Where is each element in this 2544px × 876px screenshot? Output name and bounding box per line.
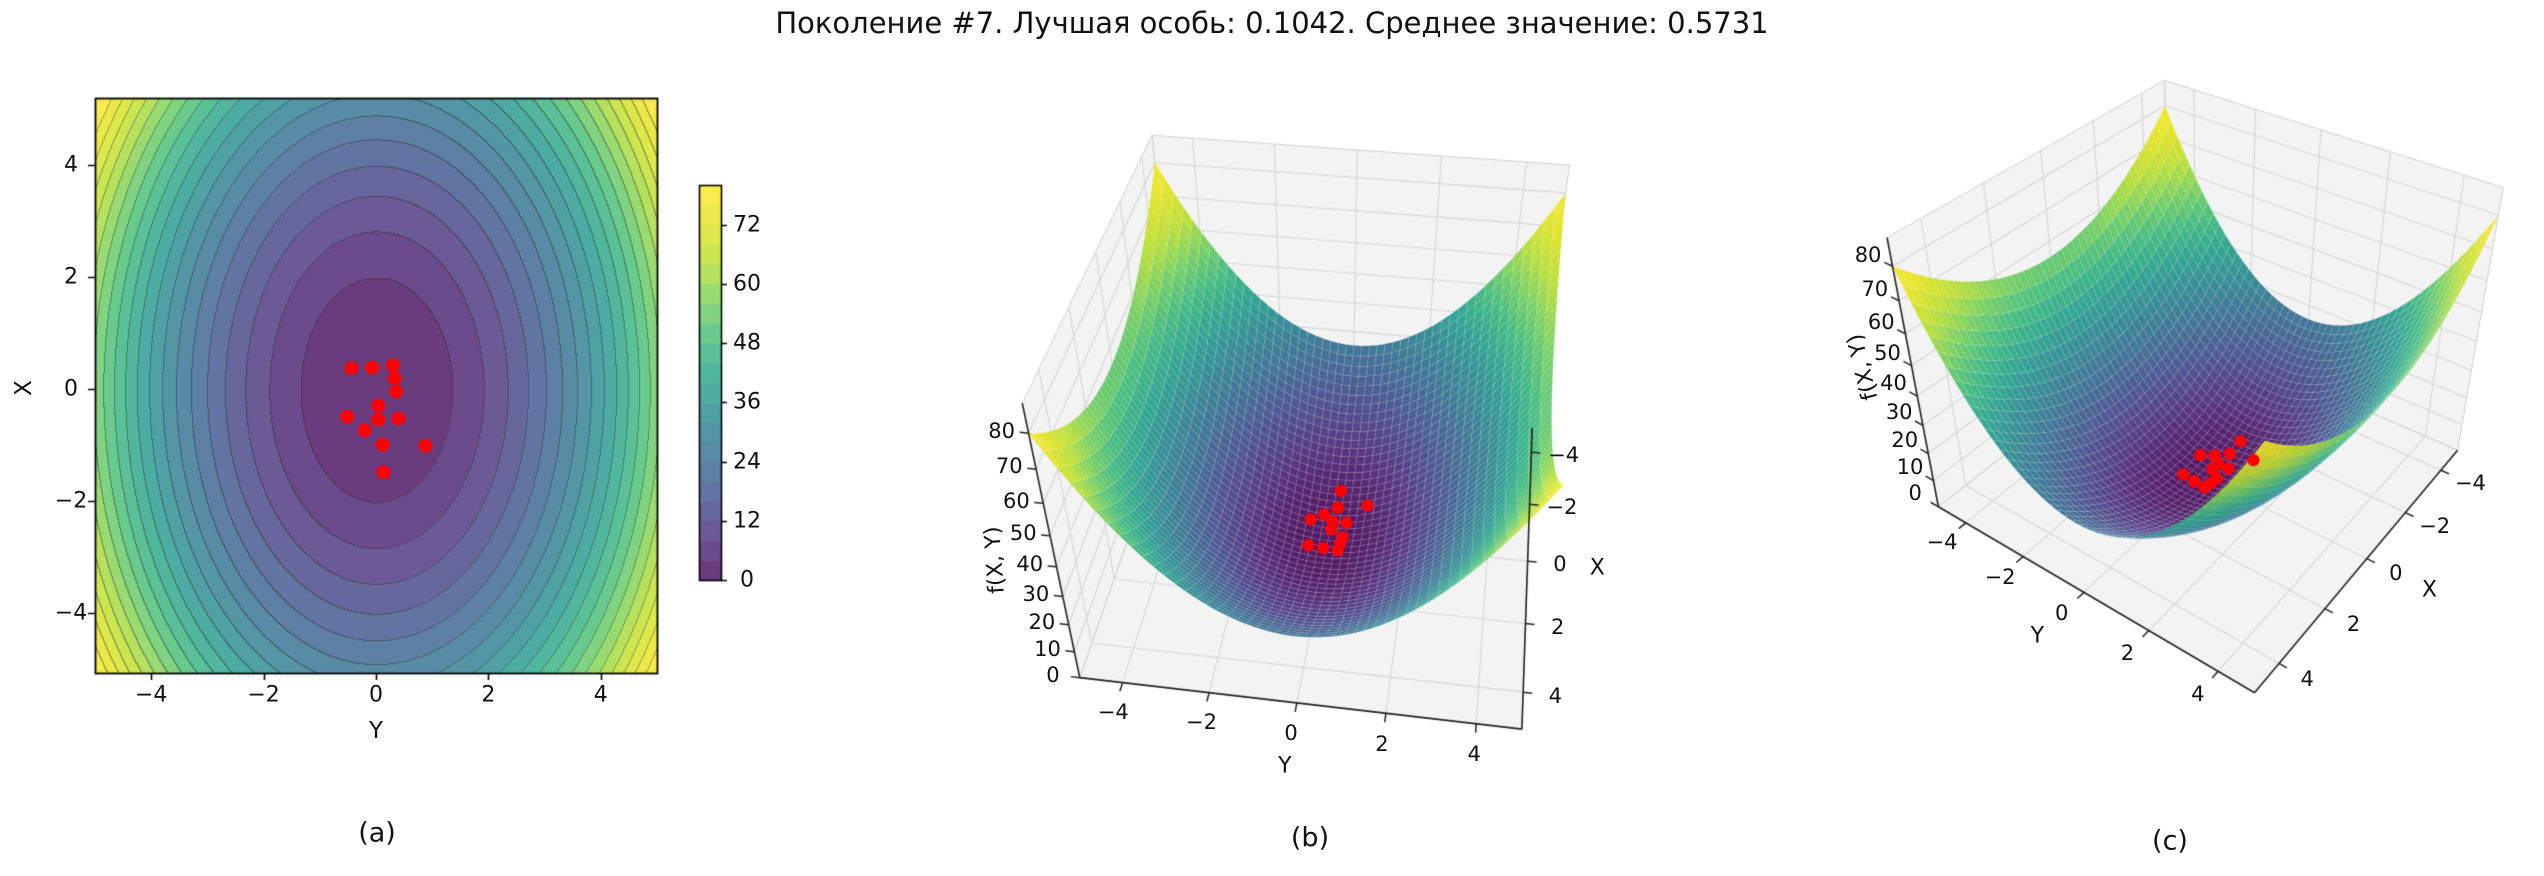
tick-label: 2 <box>2346 611 2361 636</box>
tick-label: 2 <box>64 264 78 290</box>
tick-label: 0 <box>369 682 383 708</box>
tick-label: 60 <box>733 271 761 297</box>
tick-label: 40 <box>1880 371 1907 396</box>
tick-label: −4 <box>1926 530 1958 555</box>
tick-label: 72 <box>733 212 761 237</box>
subplot-a-label: (a) <box>358 817 396 849</box>
tick-label: 50 <box>1009 521 1037 546</box>
tick-label: 30 <box>1885 400 1913 425</box>
tick-label: 2 <box>1551 614 1565 639</box>
tick-label: 4 <box>1548 683 1563 708</box>
tick-label: 10 <box>1034 636 1061 661</box>
tick-label: 0 <box>1908 481 1922 506</box>
tick-label: 40 <box>1016 551 1044 576</box>
tick-label: 0 <box>740 567 754 593</box>
tick-label: 10 <box>1896 455 1924 480</box>
tick-label: 36 <box>733 389 761 415</box>
tick-label: 50 <box>1874 341 1901 366</box>
tick-label: 80 <box>1854 242 1882 267</box>
axis-label-3d: X <box>2421 577 2437 603</box>
axis-label-3d: Y <box>1278 753 1292 779</box>
subplot-c-label: (c) <box>2152 825 2188 857</box>
tick-label: 4 <box>64 152 78 178</box>
tick-label: 0 <box>1553 552 1567 577</box>
tick-label: −4 <box>1548 443 1580 468</box>
tick-label: 60 <box>1867 309 1895 334</box>
tick-label: 80 <box>988 418 1016 443</box>
tick-label: 48 <box>733 330 761 356</box>
tick-label: −4 <box>54 600 88 626</box>
figure-title: Поколение #7. Лучшая особь: 0.1042. Сред… <box>775 6 1769 40</box>
tick-label: 12 <box>733 508 761 534</box>
tick-label: 0 <box>2389 561 2403 586</box>
tick-label: 4 <box>1467 742 1481 767</box>
contour-y-axis-label: X <box>11 380 37 396</box>
tick-label: 2 <box>1375 731 1389 756</box>
tick-label: 0 <box>64 376 78 402</box>
tick-label: −2 <box>1546 495 1578 520</box>
tick-label: 4 <box>2191 682 2205 707</box>
axis-label-3d: f(X, Y) <box>980 525 1010 595</box>
tick-label: −2 <box>247 682 280 708</box>
tick-label: 70 <box>1861 276 1889 301</box>
axis-label-3d: Y <box>2030 623 2045 649</box>
tick-label: −4 <box>1097 699 1129 724</box>
contour-x-axis-label: Y <box>368 718 384 744</box>
tick-label: −2 <box>1186 710 1218 735</box>
tick-label: −2 <box>54 488 88 514</box>
tick-label: 20 <box>1028 609 1056 634</box>
tick-label: 4 <box>593 682 608 708</box>
tick-label: 24 <box>733 449 761 474</box>
tick-label: −4 <box>2454 471 2486 496</box>
tick-label: −4 <box>134 682 168 708</box>
tick-label: 4 <box>2300 667 2314 692</box>
tick-label: 60 <box>1003 488 1030 513</box>
tick-label: 2 <box>2120 640 2135 665</box>
axis-label-3d: X <box>1589 555 1605 581</box>
subplot-b-label: (b) <box>1290 822 1330 854</box>
tick-label: −2 <box>2419 514 2451 539</box>
tick-label: 20 <box>1891 428 1919 453</box>
tick-label: 0 <box>1046 662 1060 687</box>
tick-label: 2 <box>481 682 496 708</box>
tick-label: 0 <box>1284 720 1298 745</box>
tick-label: 30 <box>1022 581 1050 606</box>
tick-label: 70 <box>995 454 1023 479</box>
tick-label: −2 <box>1984 564 2016 589</box>
tick-label: 0 <box>2054 601 2069 626</box>
